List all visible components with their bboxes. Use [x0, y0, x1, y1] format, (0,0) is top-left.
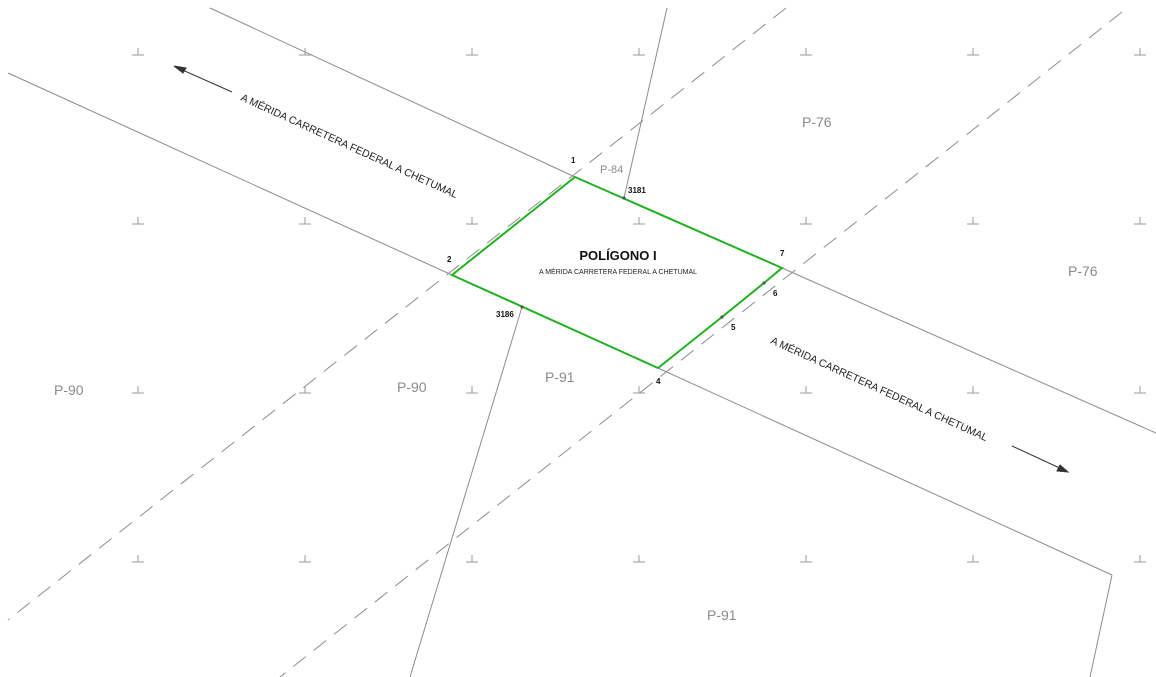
marker-label-3181: 3181	[628, 186, 646, 195]
grid-tick	[299, 555, 311, 563]
vertex-dot-5	[720, 315, 724, 319]
grid-tick	[299, 217, 311, 225]
parcel-boundary	[1089, 574, 1113, 677]
parcel-label-p76-right: P-76	[1068, 263, 1098, 279]
grid-tick	[132, 217, 144, 225]
arrow-merida-line	[177, 67, 233, 93]
road-boundaries	[7, 7, 1156, 677]
arrow-chetumal-head	[1056, 464, 1070, 473]
arrow-chetumal-line	[1011, 445, 1065, 471]
grid-tick	[967, 48, 979, 56]
direction-arrows	[173, 65, 1070, 473]
parcel-label-p91-mid: P-91	[545, 369, 575, 385]
vertex-label-6: 6	[773, 289, 778, 298]
vertex-dot-3186	[520, 305, 524, 309]
marker-label-3186: 3186	[496, 310, 514, 319]
parcel-label-p90-mid: P-90	[397, 379, 427, 395]
grid-tick	[633, 48, 645, 56]
vertex-label-7: 7	[780, 249, 785, 258]
parcel-line-3186	[409, 306, 523, 677]
vertex-dot-6	[762, 281, 766, 285]
grid-tick	[466, 555, 478, 563]
vertex-label-4: 4	[656, 377, 661, 386]
polygon-title: POLÍGONO I	[579, 248, 656, 263]
dashed-lines	[7, 7, 1123, 677]
grid-tick	[299, 386, 311, 394]
grid-tick	[800, 217, 812, 225]
road-label-upper: A MÉRIDA CARRETERA FEDERAL A CHETUMAL	[239, 91, 460, 201]
vertex-dot-3181	[622, 196, 626, 200]
vertex-dots	[520, 196, 766, 319]
dashed-line-left	[7, 7, 787, 621]
polygon-subtitle: A MÉRIDA CARRETERA FEDERAL A CHETUMAL	[539, 267, 697, 276]
grid-tick	[967, 386, 979, 394]
grid-tick	[967, 555, 979, 563]
vertex-label-5: 5	[731, 323, 736, 332]
road-upper-edge	[209, 7, 576, 178]
parcel-label-p76-top: P-76	[802, 114, 832, 130]
vertex-label-1: 1	[571, 156, 576, 165]
parcel-line-3181	[623, 7, 668, 199]
grid-tick	[466, 386, 478, 394]
road-lower-edge	[7, 72, 453, 276]
grid-tick	[1134, 555, 1146, 563]
grid-tick	[633, 217, 645, 225]
grid-ticks	[132, 48, 1146, 563]
grid-tick	[800, 555, 812, 563]
grid-tick	[132, 386, 144, 394]
dashed-line-right	[279, 11, 1123, 677]
arrow-merida-head	[173, 65, 187, 74]
parcel-label-p90-left: P-90	[54, 382, 84, 398]
road-label-lower: A MÉRIDA CARRETERA FEDERAL A CHETUMAL	[769, 334, 990, 444]
grid-tick	[466, 48, 478, 56]
grid-tick	[132, 555, 144, 563]
grid-tick	[967, 217, 979, 225]
vertex-label-2: 2	[447, 255, 452, 264]
grid-tick	[1134, 217, 1146, 225]
grid-tick	[1134, 386, 1146, 394]
road-lower-edge-right	[657, 367, 1113, 576]
grid-tick	[132, 48, 144, 56]
grid-tick	[1134, 48, 1146, 56]
parcel-label-p84: P-84	[600, 164, 623, 176]
grid-tick	[800, 386, 812, 394]
grid-tick	[633, 386, 645, 394]
road-upper-edge-right	[781, 267, 1156, 434]
parcel-label-p91-bottom: P-91	[707, 607, 737, 623]
grid-tick	[633, 555, 645, 563]
grid-tick	[800, 48, 812, 56]
grid-tick	[466, 217, 478, 225]
